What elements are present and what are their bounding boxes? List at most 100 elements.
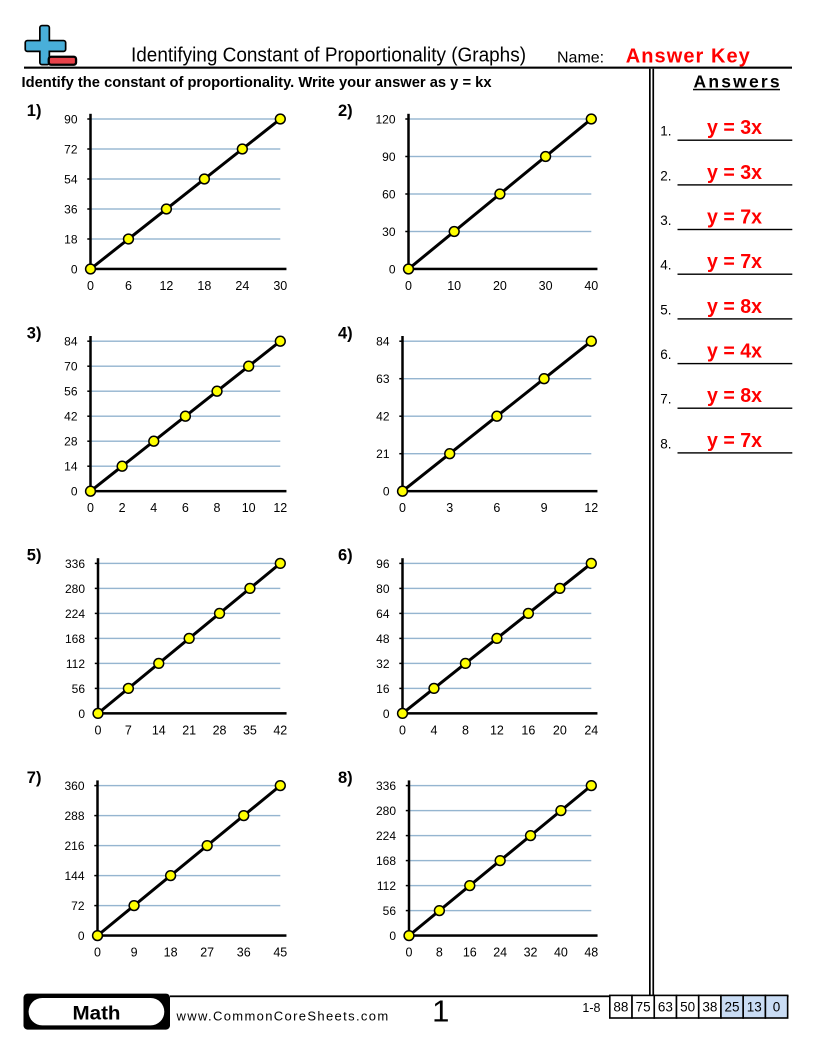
svg-text:112: 112 bbox=[377, 879, 396, 893]
svg-text:24: 24 bbox=[584, 723, 598, 737]
svg-text:56: 56 bbox=[64, 385, 78, 399]
svg-text:144: 144 bbox=[64, 869, 84, 883]
svg-text:48: 48 bbox=[376, 632, 390, 646]
svg-text:0: 0 bbox=[399, 501, 406, 515]
svg-text:8: 8 bbox=[436, 946, 443, 960]
svg-text:2.: 2. bbox=[660, 168, 671, 183]
svg-text:y = 7x: y = 7x bbox=[707, 430, 762, 452]
svg-text:0: 0 bbox=[773, 1000, 781, 1015]
svg-text:y = 7x: y = 7x bbox=[707, 207, 762, 229]
svg-text:0: 0 bbox=[389, 262, 396, 276]
svg-text:216: 216 bbox=[64, 839, 84, 853]
svg-text:18: 18 bbox=[197, 279, 211, 293]
svg-text:90: 90 bbox=[382, 150, 396, 164]
svg-text:63: 63 bbox=[376, 372, 390, 386]
svg-text:0: 0 bbox=[389, 929, 396, 943]
svg-text:1-8: 1-8 bbox=[582, 1001, 600, 1015]
svg-text:0: 0 bbox=[71, 262, 78, 276]
svg-text:13: 13 bbox=[747, 1000, 762, 1015]
svg-text:42: 42 bbox=[376, 410, 390, 424]
svg-text:10: 10 bbox=[242, 501, 256, 515]
svg-text:14: 14 bbox=[152, 723, 166, 737]
svg-text:36: 36 bbox=[237, 946, 251, 960]
svg-text:0: 0 bbox=[406, 946, 413, 960]
svg-text:0: 0 bbox=[95, 723, 102, 737]
svg-text:32: 32 bbox=[524, 946, 538, 960]
svg-text:0: 0 bbox=[94, 946, 101, 960]
svg-text:48: 48 bbox=[584, 946, 598, 960]
svg-text:280: 280 bbox=[65, 582, 85, 596]
svg-text:50: 50 bbox=[680, 1000, 695, 1015]
svg-text:90: 90 bbox=[64, 112, 78, 126]
svg-text:35: 35 bbox=[243, 723, 257, 737]
svg-text:5): 5) bbox=[27, 547, 42, 565]
svg-text:36: 36 bbox=[64, 202, 78, 216]
svg-text:0: 0 bbox=[383, 707, 390, 721]
svg-text:Identify the constant of propo: Identify the constant of proportionality… bbox=[22, 74, 493, 91]
svg-text:96: 96 bbox=[376, 557, 390, 571]
svg-text:4.: 4. bbox=[660, 258, 671, 273]
svg-text:4: 4 bbox=[430, 723, 437, 737]
svg-text:y = 3x: y = 3x bbox=[707, 162, 762, 184]
svg-text:38: 38 bbox=[702, 1000, 717, 1015]
svg-text:28: 28 bbox=[64, 435, 78, 449]
svg-text:3): 3) bbox=[27, 324, 42, 342]
svg-text:80: 80 bbox=[376, 582, 390, 596]
svg-text:21: 21 bbox=[182, 723, 196, 737]
svg-text:12: 12 bbox=[273, 501, 287, 515]
svg-text:72: 72 bbox=[64, 142, 78, 156]
svg-text:9: 9 bbox=[131, 946, 138, 960]
svg-text:6: 6 bbox=[182, 501, 189, 515]
svg-text:y = 4x: y = 4x bbox=[707, 341, 762, 363]
svg-text:2): 2) bbox=[338, 102, 353, 120]
svg-text:70: 70 bbox=[64, 360, 78, 374]
svg-text:16: 16 bbox=[463, 946, 477, 960]
svg-text:280: 280 bbox=[376, 804, 396, 818]
svg-text:4: 4 bbox=[150, 501, 157, 515]
svg-text:0: 0 bbox=[78, 929, 85, 943]
svg-text:84: 84 bbox=[64, 335, 78, 349]
svg-text:24: 24 bbox=[235, 279, 249, 293]
svg-text:www.CommonCoreSheets.com: www.CommonCoreSheets.com bbox=[176, 1009, 390, 1024]
svg-text:0: 0 bbox=[405, 279, 412, 293]
svg-text:20: 20 bbox=[553, 723, 567, 737]
svg-text:Math: Math bbox=[73, 1004, 121, 1025]
svg-text:72: 72 bbox=[71, 899, 85, 913]
svg-text:0: 0 bbox=[399, 723, 406, 737]
svg-text:21: 21 bbox=[376, 447, 390, 461]
svg-text:14: 14 bbox=[64, 460, 78, 474]
svg-text:20: 20 bbox=[493, 279, 507, 293]
svg-text:6: 6 bbox=[493, 501, 500, 515]
svg-text:y = 7x: y = 7x bbox=[707, 251, 762, 273]
svg-text:12: 12 bbox=[584, 501, 598, 515]
svg-text:10: 10 bbox=[447, 279, 461, 293]
svg-text:y = 3x: y = 3x bbox=[707, 117, 762, 139]
svg-text:Name:: Name: bbox=[557, 50, 604, 67]
svg-text:7: 7 bbox=[125, 723, 132, 737]
svg-text:Answer Key: Answer Key bbox=[626, 45, 751, 67]
svg-text:84: 84 bbox=[376, 335, 390, 349]
svg-text:40: 40 bbox=[584, 279, 598, 293]
svg-text:30: 30 bbox=[539, 279, 553, 293]
svg-text:28: 28 bbox=[213, 723, 227, 737]
svg-text:0: 0 bbox=[87, 279, 94, 293]
svg-text:6: 6 bbox=[125, 279, 132, 293]
svg-text:336: 336 bbox=[65, 557, 85, 571]
svg-text:120: 120 bbox=[375, 112, 395, 126]
svg-text:32: 32 bbox=[376, 657, 390, 671]
svg-text:56: 56 bbox=[383, 904, 397, 918]
svg-text:8): 8) bbox=[338, 769, 353, 787]
svg-text:336: 336 bbox=[376, 779, 396, 793]
svg-text:30: 30 bbox=[382, 225, 396, 239]
svg-text:5.: 5. bbox=[660, 302, 671, 317]
svg-text:63: 63 bbox=[658, 1000, 673, 1015]
svg-text:224: 224 bbox=[65, 607, 85, 621]
svg-text:42: 42 bbox=[273, 723, 287, 737]
svg-text:16: 16 bbox=[521, 723, 535, 737]
svg-text:1: 1 bbox=[432, 993, 449, 1028]
svg-text:12: 12 bbox=[159, 279, 173, 293]
svg-text:168: 168 bbox=[65, 632, 85, 646]
svg-text:64: 64 bbox=[376, 607, 390, 621]
svg-text:1): 1) bbox=[27, 102, 42, 120]
svg-text:8.: 8. bbox=[660, 436, 671, 451]
